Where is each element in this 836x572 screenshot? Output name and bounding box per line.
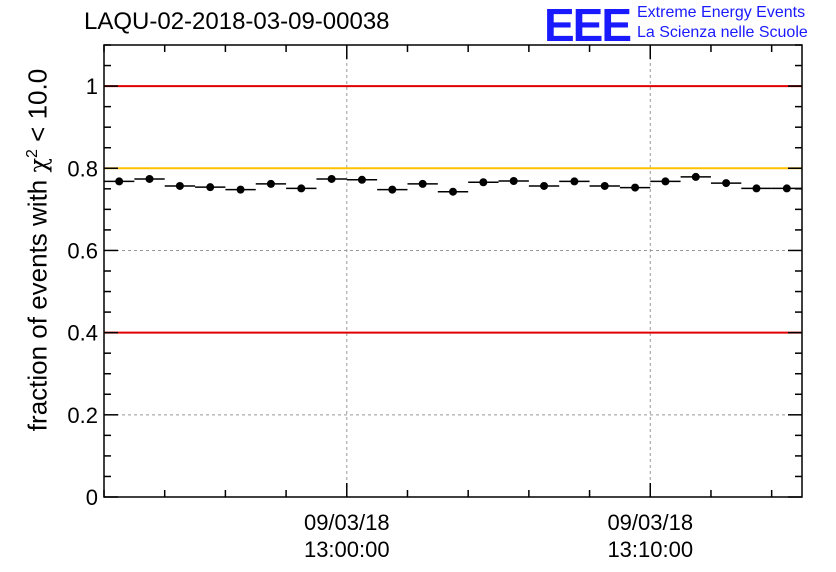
logo-line-2: La Scienza nelle Scuole: [637, 24, 808, 41]
data-point-1: [145, 174, 154, 183]
y-tick-label-3: 0.6: [67, 238, 98, 263]
chi-symbol: χ: [24, 157, 53, 173]
data-point-20: [722, 179, 731, 188]
tick-labels: 00.20.40.60.8109/03/1813:00:0009/03/1813…: [67, 74, 693, 562]
axis-ticks: [103, 44, 802, 498]
data-point-5: [266, 179, 275, 188]
data-point-17: [631, 183, 640, 192]
data-point-18: [661, 177, 670, 186]
y-tick-label-1: 0.2: [67, 403, 98, 428]
data-point-2: [175, 181, 184, 190]
grid-lines: [104, 45, 802, 497]
chi-superscript: 2: [23, 149, 41, 158]
y-tick-label-2: 0.4: [67, 321, 98, 346]
data-point-19: [691, 172, 700, 181]
chart-title: LAQU-02-2018-03-09-00038: [84, 8, 390, 35]
data-point-16: [600, 181, 609, 190]
x-tick-label-date-0: 09/03/18: [304, 510, 390, 535]
reference-lines: [104, 85, 802, 334]
x-tick-label-date-1: 09/03/18: [607, 510, 693, 535]
data-point-14: [540, 181, 549, 190]
data-point-15: [570, 177, 579, 186]
x-tick-label-time-0: 13:00:00: [304, 537, 390, 562]
data-point-4: [236, 185, 245, 194]
data-point-11: [449, 187, 457, 196]
data-point-6: [297, 184, 306, 193]
data-point-0: [115, 177, 124, 186]
y-tick-label-5: 1: [86, 74, 98, 99]
data-point-12: [479, 178, 488, 187]
eee-logo: EEE: [544, 0, 632, 51]
data-point-21: [752, 184, 761, 193]
data-point-3: [206, 183, 215, 192]
y-axis-label-suffix: < 10.0: [22, 68, 53, 150]
y-axis-label-prefix: fraction of events with: [22, 172, 53, 432]
data-point-22: [782, 184, 791, 193]
plot-frame: [103, 44, 803, 498]
data-point-9: [388, 185, 397, 194]
data-points: [104, 172, 802, 196]
x-tick-label-time-1: 13:10:00: [607, 537, 693, 562]
y-tick-label-4: 0.8: [67, 156, 98, 181]
data-point-13: [509, 177, 518, 186]
data-point-8: [357, 175, 366, 184]
y-tick-label-0: 0: [86, 485, 98, 510]
y-axis-label: fraction of events with χ2 < 10.0: [23, 69, 54, 431]
data-point-10: [418, 179, 427, 188]
logo-line-1: Extreme Energy Events: [637, 4, 806, 21]
data-point-7: [327, 174, 336, 183]
